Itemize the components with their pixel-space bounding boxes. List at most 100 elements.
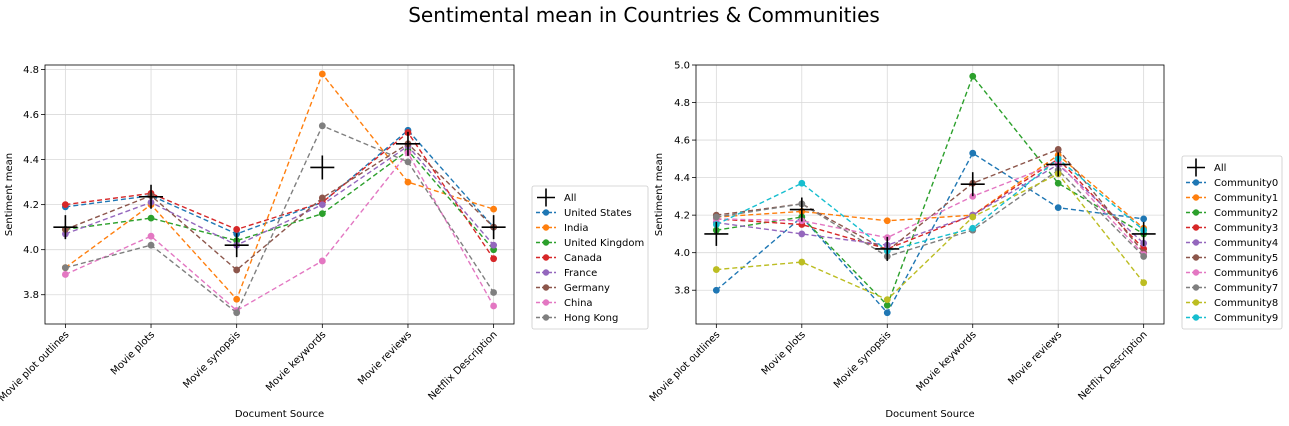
y-axis-ticks: 3.8 4.0 4.2 4.4 4.6 4.8 5.0 [674, 61, 696, 297]
series-line-3 [65, 131, 495, 260]
legend-label-6: Community6 [1214, 268, 1278, 279]
legend-label-8: Community8 [1214, 298, 1278, 309]
legend-box [531, 185, 649, 330]
legend-label-9: Community9 [1214, 313, 1278, 324]
legend-marker-2 [542, 239, 550, 246]
all-marker-1 [139, 184, 164, 209]
data-point-5-4 [1054, 146, 1062, 153]
data-point-2-1 [147, 214, 155, 222]
data-point-8-0 [712, 266, 720, 273]
legend-box [1181, 155, 1283, 330]
series-line-1 [716, 154, 1145, 229]
figure-title: Sentimental mean in Countries & Communit… [408, 3, 880, 27]
series-line-4 [716, 163, 1145, 246]
data-point-7-4 [404, 158, 412, 166]
data-point-8-3 [969, 213, 977, 221]
legend-marker-4 [1192, 239, 1200, 246]
series-line-8 [716, 172, 1145, 301]
x-tick-label-1: Movie plots [109, 329, 157, 377]
data-point-0-2 [883, 309, 891, 317]
legend-label-4: France [564, 268, 597, 279]
data-point-0-4 [1054, 204, 1062, 212]
series-line-0 [715, 152, 1144, 314]
chart-countries: 3.84.04.24.44.64.8 Movie plot outlines Mov… [0, 64, 649, 420]
all-marker-2 [875, 236, 900, 261]
legend-label-1: Community1 [1214, 193, 1278, 204]
y-tick-label-2: 4.2 [23, 200, 39, 211]
plot-frame [695, 64, 1165, 325]
data-point-6-0 [61, 271, 69, 278]
data-point-5-2 [233, 266, 241, 274]
series-6 [61, 149, 498, 314]
series-line-2 [65, 149, 495, 251]
data-point-1-3 [318, 70, 326, 78]
data-point-1-4 [404, 178, 412, 186]
series-line-6 [65, 151, 495, 312]
legend-label-2: United Kingdom [564, 238, 644, 249]
y-tick-label-1: 4.0 [674, 248, 690, 259]
legend: All United States India United Kingdom Canad… [531, 185, 649, 330]
legend-all-marker [537, 188, 555, 207]
data-point-9-3 [969, 224, 977, 232]
data-point-7-2 [233, 309, 241, 317]
legend-marker-1 [542, 224, 550, 231]
all-marker-4 [395, 131, 420, 156]
legend-marker-9 [1192, 314, 1200, 321]
data-point-8-1 [798, 258, 806, 266]
y-tick-label-5: 4.8 [23, 65, 39, 76]
legend-marker-3 [542, 254, 550, 261]
series-7 [61, 122, 498, 317]
x-axis-label: Document Source [235, 409, 324, 420]
x-tick-label-5: Netflix Description [1076, 329, 1149, 402]
data-point-3-5 [490, 255, 498, 263]
x-axis-label: Document Source [885, 409, 974, 420]
y-tick-label-0: 3.8 [674, 286, 690, 297]
legend-label-all: All [564, 193, 576, 204]
data-point-7-0 [61, 264, 69, 272]
chart-communities: 3.8 4.0 4.2 4.4 4.6 4.8 5.0 Movie plot outlines… [648, 61, 1283, 420]
series-line-2 [716, 74, 1145, 307]
legend-marker-1 [1192, 194, 1200, 201]
legend-marker-6 [542, 299, 550, 306]
all-marker-1 [789, 197, 814, 222]
data-point-8-2 [883, 296, 891, 304]
all-marker-5 [481, 215, 506, 240]
data-point-7-3 [318, 122, 326, 130]
x-tick-label-3: Movie keywords [914, 329, 978, 393]
data-point-5-3 [318, 194, 326, 202]
series-line-3 [716, 157, 1145, 250]
data-point-7-5 [1140, 253, 1148, 260]
legend-marker-7 [542, 314, 550, 321]
series-2 [61, 147, 498, 254]
plot-frame [44, 64, 515, 325]
data-point-3-2 [233, 226, 241, 233]
data-point-6-5 [490, 302, 498, 310]
x-tick-label-0: Movie plot outlines [0, 329, 72, 404]
series-all [53, 131, 506, 258]
data-point-2-3 [318, 210, 326, 218]
legend-marker-2 [1192, 209, 1200, 216]
all-marker-4 [1046, 152, 1071, 177]
series-line-4 [65, 145, 495, 246]
data-point-7-5 [490, 289, 498, 296]
data-point-4-5 [490, 241, 498, 249]
data-point-0-5 [1140, 215, 1148, 223]
legend-label-7: Community7 [1214, 283, 1278, 294]
series-line-7 [716, 169, 1145, 258]
y-axis-ticks: 3.8 4.0 4.2 4.4 4.6 4.8 [23, 65, 45, 301]
data-point-6-3 [969, 192, 977, 200]
all-marker-3 [960, 172, 985, 197]
legend-label-1: India [564, 223, 589, 234]
legend-marker-0 [542, 209, 550, 216]
data-point-0-0 [712, 286, 720, 294]
x-tick-label-5: Netflix Description [426, 329, 499, 402]
y-tick-label-5: 4.8 [674, 98, 690, 109]
all-marker-2 [224, 233, 249, 258]
data-point-7-1 [147, 241, 155, 249]
data-point-1-5 [490, 205, 498, 213]
legend-label-3: Canada [564, 253, 602, 264]
legend-label-3: Community3 [1214, 223, 1278, 234]
series-line-7 [65, 124, 495, 314]
series-8 [712, 170, 1148, 304]
